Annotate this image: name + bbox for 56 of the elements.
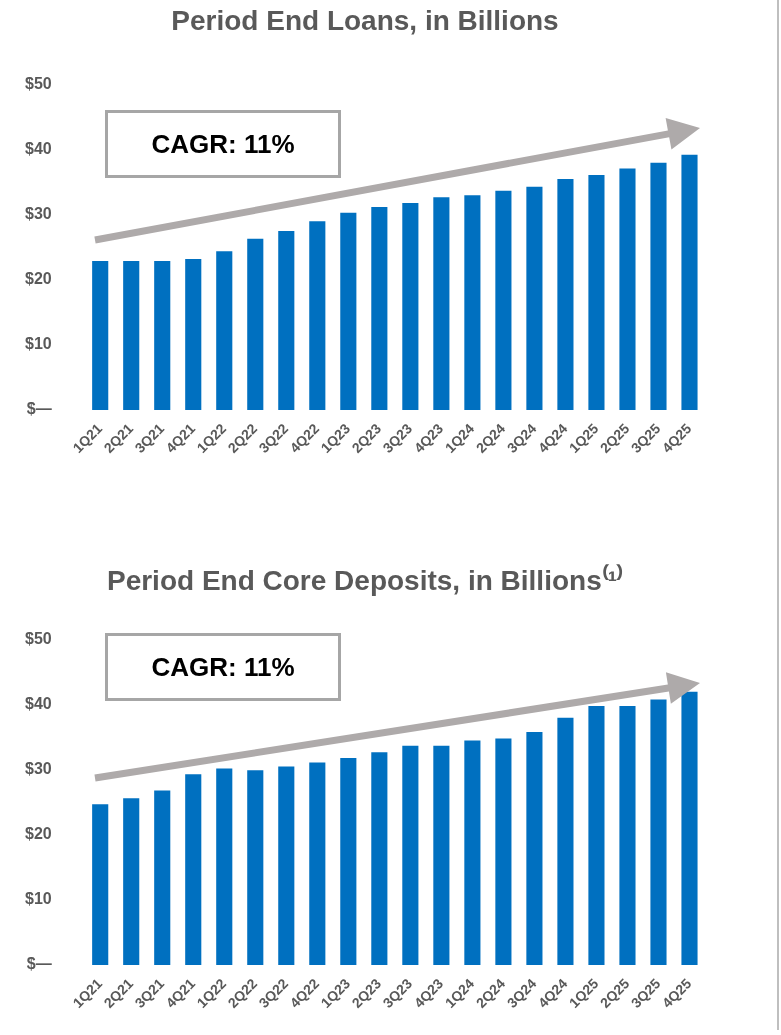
y-tick-label: $— [26, 400, 52, 418]
callout-box: CAGR: 11% [105, 633, 341, 701]
bar [340, 212, 357, 410]
y-tick-label: $10 [24, 890, 52, 908]
bar [154, 790, 171, 965]
bar [123, 798, 140, 965]
bar [309, 221, 326, 410]
y-tick-label: $20 [24, 270, 52, 288]
y-tick-label: $30 [24, 205, 52, 223]
bar [433, 197, 450, 410]
y-tick-label: $50 [24, 75, 52, 93]
bar [92, 260, 109, 410]
bar [433, 745, 450, 965]
bar [154, 260, 171, 410]
bar [495, 738, 512, 965]
bar [371, 206, 388, 410]
chart-title: Period End Loans, in Billions [170, 5, 560, 37]
bar [402, 203, 419, 410]
y-tick-label: $40 [24, 695, 52, 713]
bar [185, 258, 202, 410]
bar [309, 762, 326, 965]
bar [216, 251, 233, 410]
bar [464, 740, 481, 965]
bar [402, 745, 419, 965]
bar [588, 705, 605, 965]
bar [557, 178, 574, 410]
chart-title: Period End Core Deposits, in Billions⁽¹⁾ [105, 563, 625, 598]
y-tick-label: $50 [24, 630, 52, 648]
bar [650, 162, 667, 410]
bar [526, 731, 543, 965]
y-tick-label: $30 [24, 760, 52, 778]
bar [526, 186, 543, 410]
bar [495, 190, 512, 410]
bar [278, 766, 295, 965]
bar [464, 195, 481, 410]
bar [247, 770, 264, 965]
y-tick-label: $20 [24, 825, 52, 843]
bar [123, 260, 140, 410]
bar [340, 758, 357, 965]
y-tick-label: $10 [24, 335, 52, 353]
callout-box: CAGR: 11% [105, 110, 341, 178]
y-tick-label: $— [26, 955, 52, 973]
bar [216, 768, 233, 965]
bar [619, 705, 636, 965]
bar [278, 230, 295, 410]
bar [247, 238, 264, 410]
bar [557, 717, 574, 965]
y-tick-label: $40 [24, 140, 52, 158]
bar [681, 154, 698, 410]
bar [371, 752, 388, 965]
bar [650, 699, 667, 965]
bar [588, 175, 605, 410]
bar [619, 168, 636, 410]
bar [681, 691, 698, 965]
bar [185, 774, 202, 965]
bar [92, 804, 109, 965]
